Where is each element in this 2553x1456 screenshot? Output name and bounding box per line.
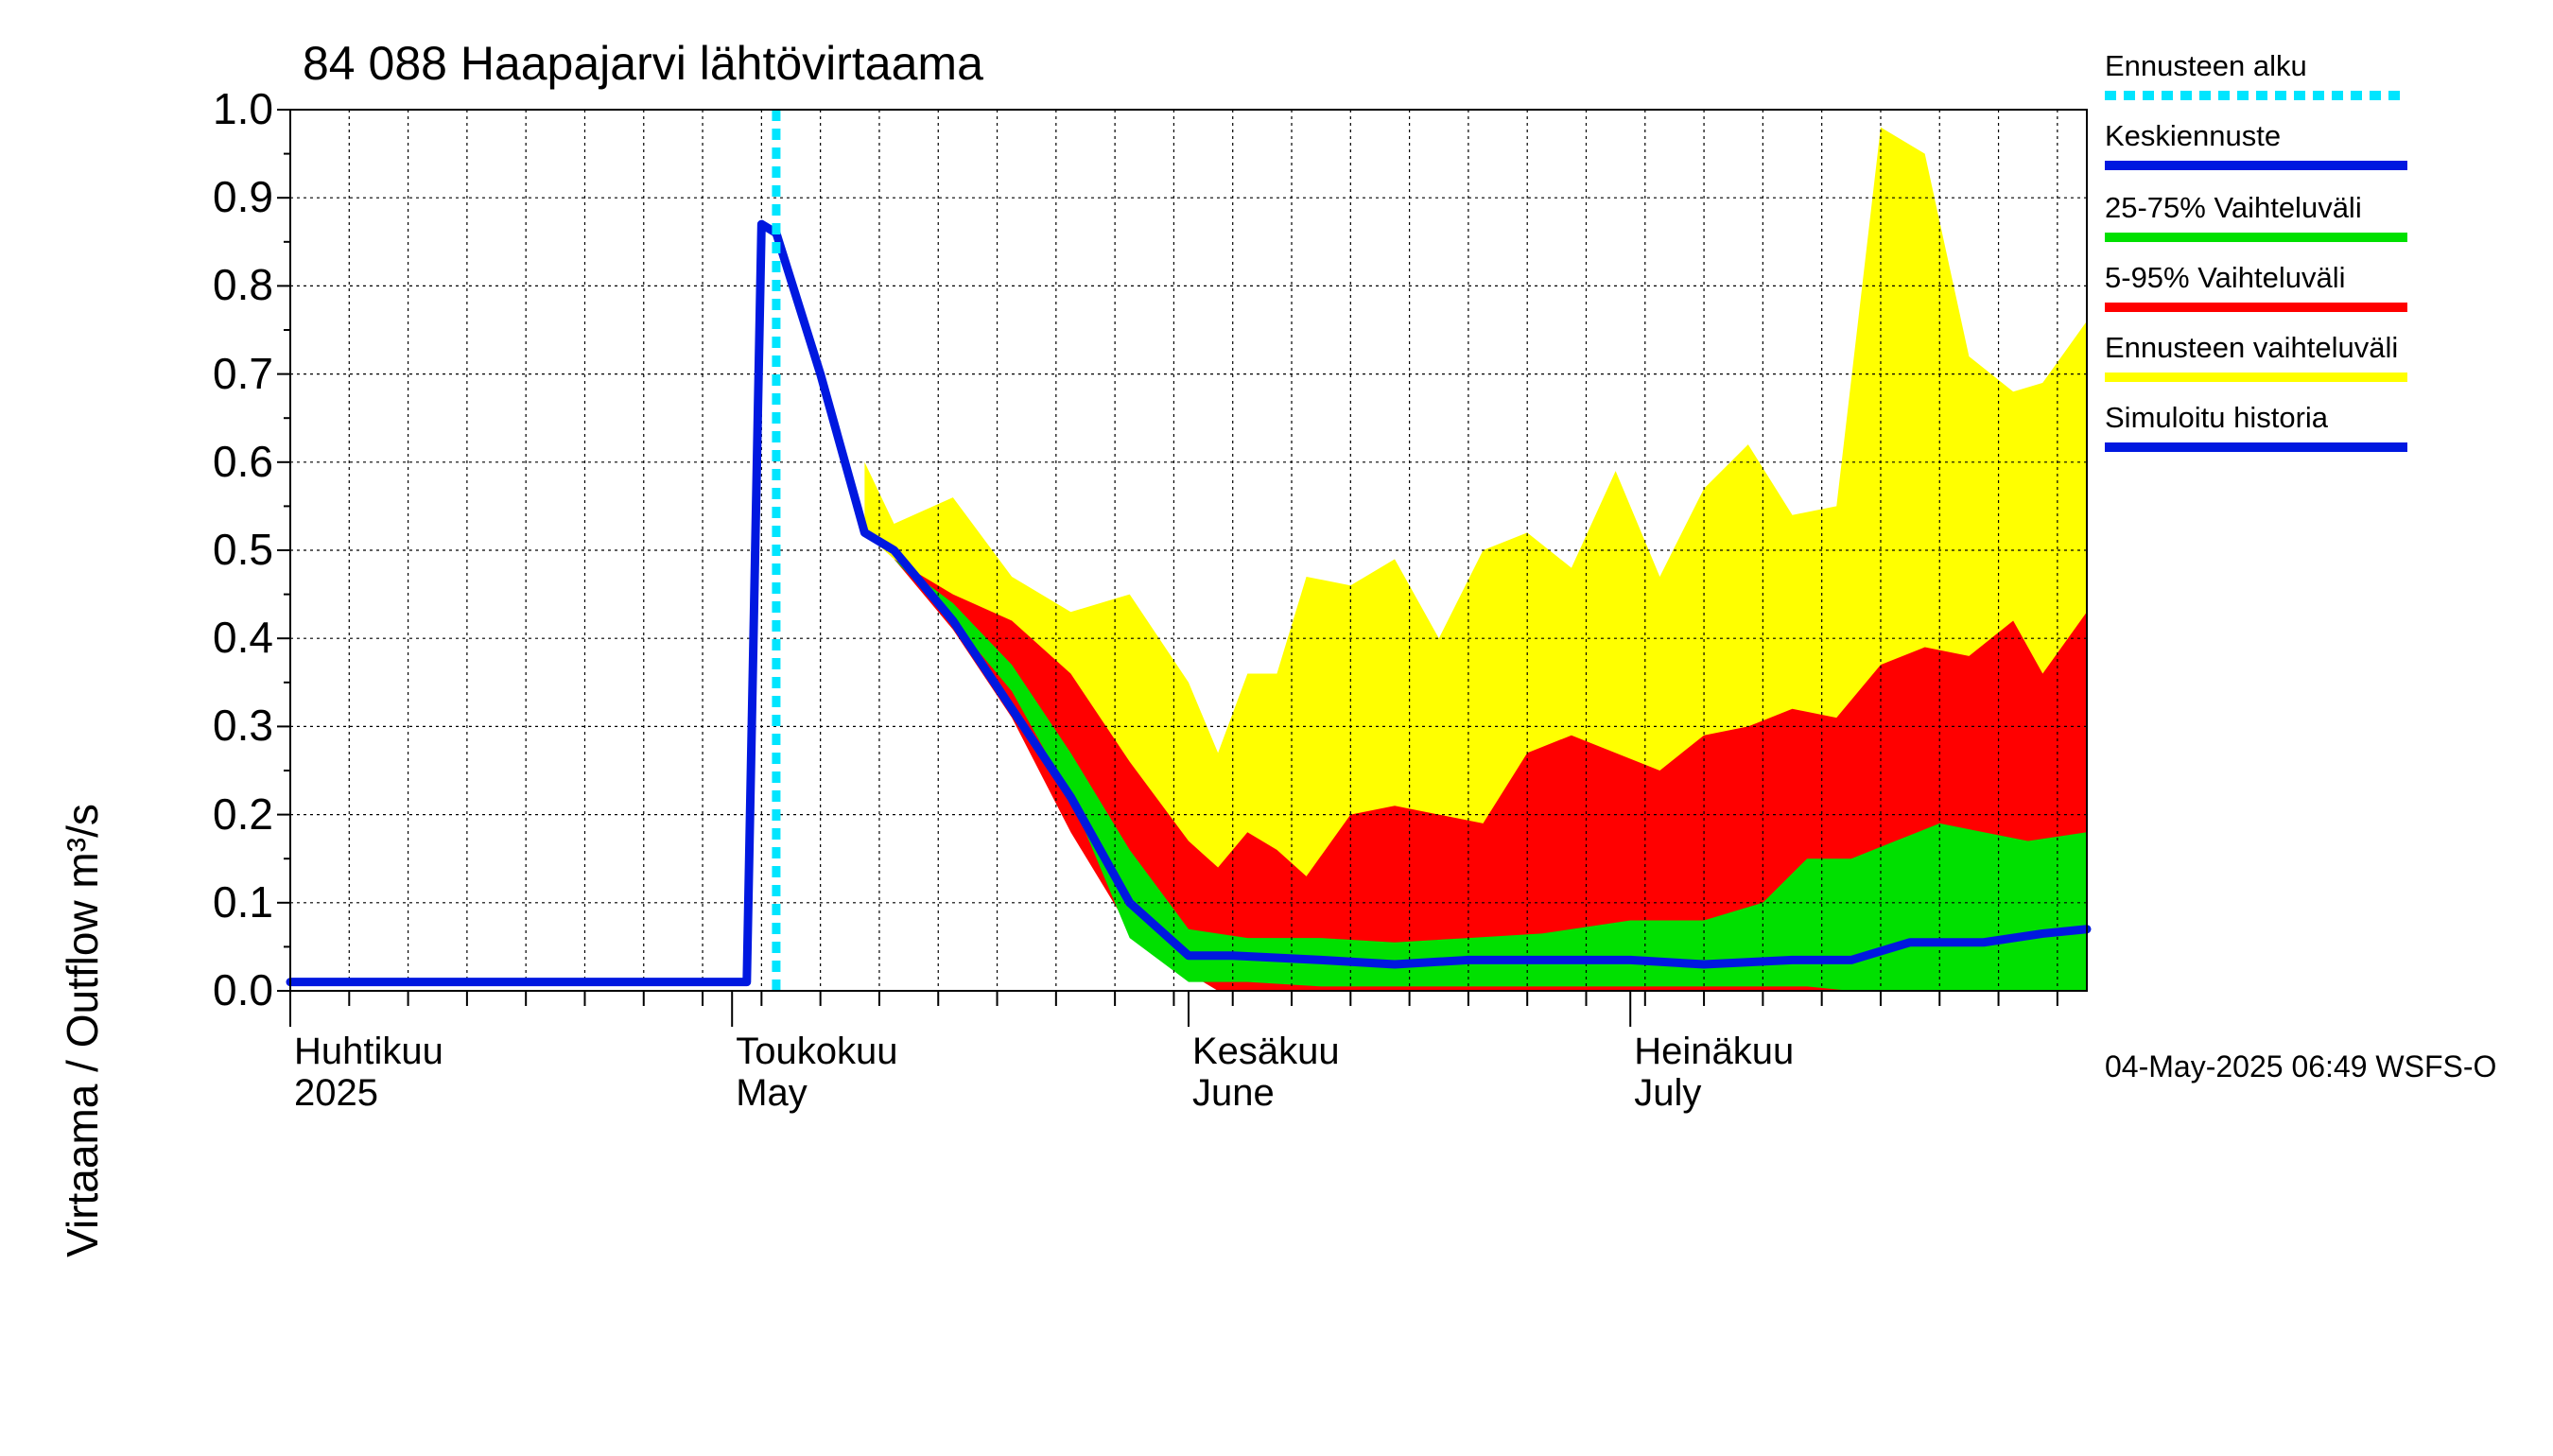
y-tick-label: 0.7 [213, 348, 273, 398]
legend-item: 25-75% Vaihteluväli [2105, 191, 2407, 242]
month-label-fi: Kesäkuu [1192, 1031, 1340, 1072]
forecast-chart [277, 109, 2092, 1027]
legend-item: Simuloitu historia [2105, 401, 2407, 452]
y-tick-label: 0.9 [213, 172, 273, 222]
legend-swatch [2105, 373, 2407, 382]
y-tick-label: 1.0 [213, 84, 273, 133]
month-label-en: May [736, 1072, 808, 1114]
legend-label: Simuloitu historia [2105, 401, 2329, 434]
legend-label: Keskiennuste [2105, 119, 2282, 152]
y-axis-label: Virtaama / Outflow m³/s [58, 804, 107, 1257]
y-tick-label: 0.6 [213, 436, 273, 486]
plot-frame [289, 109, 2088, 992]
legend-item: 5-95% Vaihteluväli [2105, 261, 2407, 312]
median-forecast-line [772, 228, 2092, 969]
legend-item: Ennusteen alku [2105, 49, 2407, 100]
legend-label: 5-95% Vaihteluväli [2105, 261, 2346, 294]
y-tick-label: 0.4 [213, 613, 273, 663]
month-label-en: July [1634, 1072, 1702, 1114]
plot-grid [277, 109, 2087, 1027]
plot-border [289, 109, 2088, 992]
chart-title: 84 088 Haapajarvi lähtövirtaama [303, 37, 983, 90]
legend-swatch [2105, 91, 2407, 100]
y-tick-label: 0.8 [213, 260, 273, 310]
month-label-en: June [1192, 1072, 1275, 1114]
forecast-lines [286, 110, 2092, 991]
month-label-fi: Heinäkuu [1634, 1031, 1795, 1072]
legend-label: Ennusteen alku [2105, 49, 2307, 82]
legend-swatch [2105, 233, 2407, 242]
forecast-bands [864, 127, 2087, 991]
month-label-fi: Huhtikuu [294, 1031, 443, 1072]
y-tick-label: 0.0 [213, 965, 273, 1014]
month-label-fi: Toukokuu [736, 1031, 898, 1072]
legend-label: 25-75% Vaihteluväli [2105, 191, 2362, 224]
y-tick-label: 0.3 [213, 701, 273, 751]
simulated-history-line [286, 219, 781, 987]
legend-swatch [2105, 161, 2407, 170]
timestamp: 04-May-2025 06:49 WSFS-O [2105, 1049, 2497, 1083]
y-tick-label: 0.2 [213, 789, 273, 839]
legend-label: Ennusteen vaihteluväli [2105, 331, 2399, 364]
legend-item: Ennusteen vaihteluväli [2105, 331, 2407, 382]
legend-item: Keskiennuste [2105, 119, 2407, 170]
month-label-en: 2025 [294, 1072, 378, 1114]
y-tick-label: 0.1 [213, 876, 273, 927]
legend-swatch [2105, 303, 2407, 312]
y-tick-label: 0.5 [213, 525, 273, 574]
band-25-75 [894, 559, 2087, 991]
legend-swatch [2105, 442, 2407, 452]
